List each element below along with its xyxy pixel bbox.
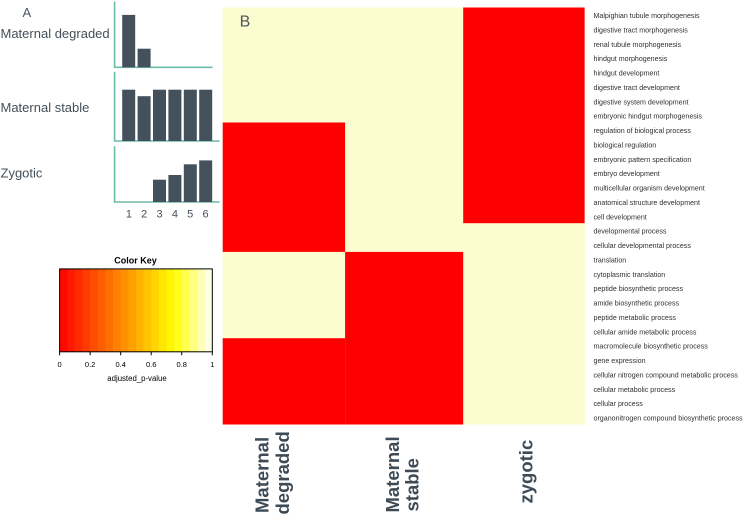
svg-text:amide biosynthetic process: amide biosynthetic process: [594, 300, 680, 308]
svg-text:cell development: cell development: [594, 213, 647, 221]
svg-text:embryonic pattern specificatio: embryonic pattern specification: [594, 156, 692, 164]
svg-text:cytoplasmic translation: cytoplasmic translation: [594, 271, 666, 279]
svg-text:B: B: [240, 13, 251, 30]
svg-text:0.6: 0.6: [146, 360, 156, 369]
svg-text:adjusted_p-value: adjusted_p-value: [107, 374, 166, 383]
svg-text:translation: translation: [594, 256, 627, 264]
svg-text:cellular process: cellular process: [594, 400, 644, 408]
svg-text:Zygotic: Zygotic: [1, 166, 43, 181]
svg-text:digestive system development: digestive system development: [594, 98, 689, 106]
svg-text:cellular developmental process: cellular developmental process: [594, 242, 692, 250]
svg-text:2: 2: [141, 209, 147, 221]
svg-text:gene expression: gene expression: [594, 357, 646, 365]
svg-text:digestive tract development: digestive tract development: [594, 84, 680, 92]
svg-text:stable: stable: [402, 458, 423, 511]
svg-text:hindgut morphogenesis: hindgut morphogenesis: [594, 55, 668, 63]
svg-text:degraded: degraded: [272, 431, 293, 514]
svg-text:anatomical structure developme: anatomical structure development: [594, 199, 700, 207]
svg-text:renal tubule morphogenesis: renal tubule morphogenesis: [594, 41, 682, 49]
svg-text:digestive tract morphogenesis: digestive tract morphogenesis: [594, 26, 689, 34]
svg-text:cellular nitrogen compound met: cellular nitrogen compound metabolic pro…: [594, 371, 739, 379]
svg-text:developmental process: developmental process: [594, 228, 667, 236]
svg-text:Maternal: Maternal: [382, 436, 403, 512]
svg-text:zygotic: zygotic: [516, 440, 537, 504]
svg-text:Malpighian tubule morphogenesi: Malpighian tubule morphogenesis: [594, 12, 701, 20]
svg-text:5: 5: [187, 209, 193, 221]
svg-text:0: 0: [58, 360, 62, 369]
svg-text:4: 4: [172, 209, 178, 221]
svg-text:6: 6: [202, 209, 208, 221]
svg-text:hindgut development: hindgut development: [594, 70, 660, 78]
svg-text:regulation of biological proce: regulation of biological process: [594, 127, 692, 135]
svg-text:peptide metabolic process: peptide metabolic process: [594, 314, 677, 322]
svg-text:0.2: 0.2: [85, 360, 95, 369]
svg-text:1: 1: [210, 360, 214, 369]
svg-text:organonitrogen compound biosyn: organonitrogen compound biosynthetic pro…: [594, 415, 744, 423]
svg-text:3: 3: [156, 209, 162, 221]
svg-text:cellular metabolic process: cellular metabolic process: [594, 386, 676, 394]
svg-text:Color Key: Color Key: [114, 256, 157, 266]
svg-text:peptide biosynthetic process: peptide biosynthetic process: [594, 285, 684, 293]
svg-text:Maternal stable: Maternal stable: [1, 100, 90, 115]
svg-text:cellular amide metabolic proce: cellular amide metabolic process: [594, 328, 697, 336]
svg-text:0.4: 0.4: [115, 360, 125, 369]
svg-text:A: A: [23, 5, 32, 20]
svg-text:embryo development: embryo development: [594, 170, 660, 178]
svg-text:biological regulation: biological regulation: [594, 141, 657, 149]
svg-text:Maternal: Maternal: [252, 437, 273, 513]
svg-text:0.8: 0.8: [177, 360, 187, 369]
svg-text:embryonic hindgut morphogenesi: embryonic hindgut morphogenesis: [594, 113, 703, 121]
svg-text:macromolecule biosynthetic pro: macromolecule biosynthetic process: [594, 343, 709, 351]
svg-text:multicellular organism develop: multicellular organism development: [594, 185, 705, 193]
svg-text:Maternal degraded: Maternal degraded: [1, 26, 110, 41]
svg-text:1: 1: [126, 209, 132, 221]
